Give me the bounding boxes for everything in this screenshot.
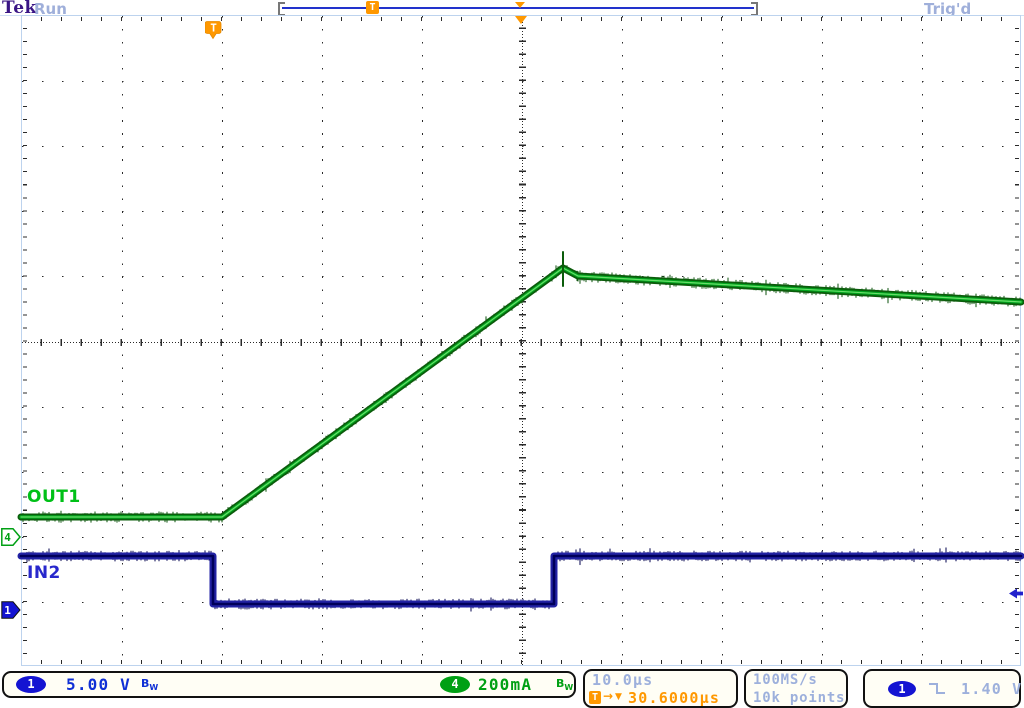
expansion-point-icon <box>515 16 527 24</box>
trigger-readout-box[interactable]: 1 1.40 V <box>863 669 1021 708</box>
delay-arrow-icon: → <box>603 689 614 703</box>
channel1-reference-marker[interactable]: 1 <box>1 601 21 619</box>
channel1-bandwidth-icon: BW <box>141 677 159 693</box>
record-trigger-position-icon: T <box>366 1 379 14</box>
channel1-badge: 1 <box>16 676 46 693</box>
gridline <box>22 536 1020 538</box>
graticule <box>21 15 1021 666</box>
gridline <box>22 146 1020 148</box>
record-window-right-bracket-icon <box>751 2 758 16</box>
trigger-level-arrow-icon[interactable] <box>1009 588 1024 599</box>
channel-readouts-box[interactable]: 1 5.00 V BW 4 200mA BW <box>2 671 576 698</box>
gridline <box>22 81 1020 83</box>
trigger-level-readout: 1.40 V <box>961 680 1023 698</box>
record-length-readout: 10k points <box>753 690 846 706</box>
out1-trace-label: OUT1 <box>27 487 81 507</box>
horizontal-readout-box[interactable]: 10.0µs T → ▼ 30.6000µs <box>583 669 738 708</box>
record-window-left-bracket-icon <box>278 2 285 16</box>
gridline <box>22 276 1020 278</box>
channel4-scale-readout: 200mA <box>478 675 533 694</box>
in2-trace-label: IN2 <box>27 563 61 583</box>
channel4-bandwidth-icon: BW <box>556 677 574 693</box>
acquisition-status: Run <box>34 0 67 18</box>
svg-text:T: T <box>210 22 217 35</box>
tek-logo: Tek <box>2 0 37 18</box>
timebase-readout: 10.0µs <box>592 671 654 689</box>
delay-expansion-icon: ▼ <box>615 692 622 702</box>
trigger-status: Trig'd <box>924 0 972 18</box>
record-expansion-point-icon <box>515 2 525 8</box>
channel1-scale-readout: 5.00 V <box>66 675 131 694</box>
delay-trigger-t-icon: T <box>589 691 601 704</box>
channel4-badge: 4 <box>440 676 470 693</box>
trigger-source-badge: 1 <box>888 681 916 697</box>
delay-time-readout: 30.6000µs <box>628 689 721 707</box>
falling-edge-trigger-icon <box>929 683 945 694</box>
sample-rate-readout: 100MS/s <box>753 672 818 688</box>
trigger-position-marker-icon[interactable]: T <box>205 21 222 41</box>
gridline <box>22 601 1020 603</box>
svg-text:4: 4 <box>4 531 11 544</box>
gridline <box>22 338 1020 346</box>
gridline <box>22 211 1020 213</box>
svg-text:1: 1 <box>4 604 11 617</box>
acquisition-readout-box[interactable]: 100MS/s 10k points <box>744 669 848 708</box>
channel4-reference-marker[interactable]: 4 <box>1 528 21 546</box>
gridline <box>22 406 1020 408</box>
record-line <box>282 7 754 9</box>
record-view-bar: T <box>278 1 758 16</box>
gridline <box>22 471 1020 473</box>
